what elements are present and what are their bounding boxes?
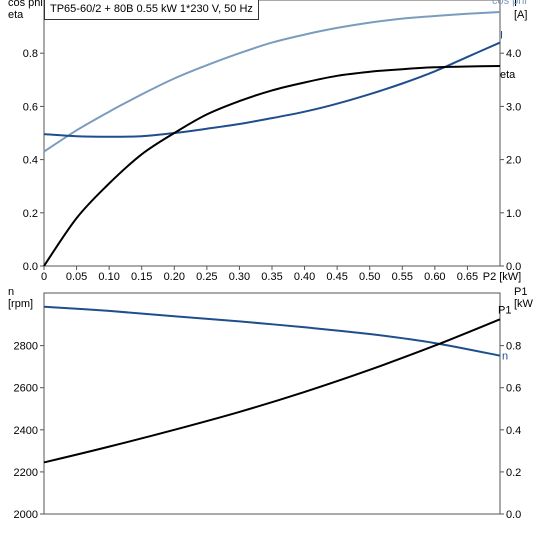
right-tick-label: 2.0 <box>506 155 521 167</box>
left-tick-label: 2200 <box>14 467 38 479</box>
series-p1-line <box>43 318 501 464</box>
left-tick-label: 0.8 <box>23 48 38 60</box>
bottom-chart: 200022002400260028000.00.20.40.60.8n[rpm… <box>8 286 533 521</box>
left-tick-label: 2800 <box>14 341 38 353</box>
plot-frame <box>43 292 501 515</box>
x-tick-label: 0.60 <box>424 271 445 283</box>
series-cos-phi-line <box>43 11 501 153</box>
right-axis-label: I <box>514 0 517 9</box>
x-tick-label: 0.30 <box>229 271 250 283</box>
left-tick-label: 0.2 <box>23 208 38 220</box>
right-tick-label: 0.2 <box>506 467 521 479</box>
right-tick-label: 1.0 <box>506 208 521 220</box>
right-tick-label: 4.0 <box>506 48 521 60</box>
chart-title-box: TP65-60/2 + 80B 0.55 kW 1*230 V, 50 Hz <box>44 0 259 20</box>
series-n-line <box>43 305 501 357</box>
series-cos-phi-label: cos phi <box>492 0 527 7</box>
right-tick-label: 3.0 <box>506 101 521 113</box>
right-tick-label: 0.6 <box>506 383 521 395</box>
x-tick-label: 0.65 <box>457 271 478 283</box>
x-tick-label: 0.25 <box>196 271 217 283</box>
x-tick-label: 0.50 <box>359 271 380 283</box>
left-axis-label: cos phi <box>8 0 43 9</box>
series-i-line <box>43 41 501 138</box>
right-axis-label: [A] <box>514 9 527 21</box>
right-tick-label: 0.0 <box>506 509 521 521</box>
x-tick-label: 0.20 <box>164 271 185 283</box>
x-tick-label: 0.40 <box>294 271 315 283</box>
series-p1-label: P1 <box>498 304 511 316</box>
left-tick-label: 2400 <box>14 425 38 437</box>
series-i-label: I <box>500 30 503 42</box>
x-tick-label: 0.10 <box>98 271 119 283</box>
left-tick-label: 2000 <box>14 509 38 521</box>
x-tick-label: 0 <box>41 271 47 283</box>
x-tick-label: 0.55 <box>392 271 413 283</box>
x-axis-unit-label: P2 [kW] <box>483 271 522 283</box>
x-tick-label: 0.35 <box>261 271 282 283</box>
left-axis-label: [rpm] <box>8 298 33 310</box>
left-tick-label: 0.6 <box>23 101 38 113</box>
right-tick-label: 0.8 <box>506 341 521 353</box>
left-tick-label: 2600 <box>14 383 38 395</box>
series-eta-line <box>43 65 501 267</box>
x-tick-label: 0.45 <box>326 271 347 283</box>
left-tick-label: 0.0 <box>23 261 38 273</box>
x-tick-label: 0.05 <box>66 271 87 283</box>
series-n-label: n <box>502 351 508 363</box>
left-axis-label: eta <box>8 9 24 21</box>
right-tick-label: 0.4 <box>506 425 521 437</box>
right-axis-label: P1 <box>514 286 527 298</box>
series-eta-label: eta <box>500 69 516 81</box>
right-axis-label: [kW] <box>514 298 533 310</box>
x-tick-label: 0.15 <box>131 271 152 283</box>
left-axis-label: n <box>8 286 14 298</box>
right-tick-label: 0.0 <box>506 261 521 273</box>
plot-frame <box>43 0 501 267</box>
left-tick-label: 0.4 <box>23 155 38 167</box>
